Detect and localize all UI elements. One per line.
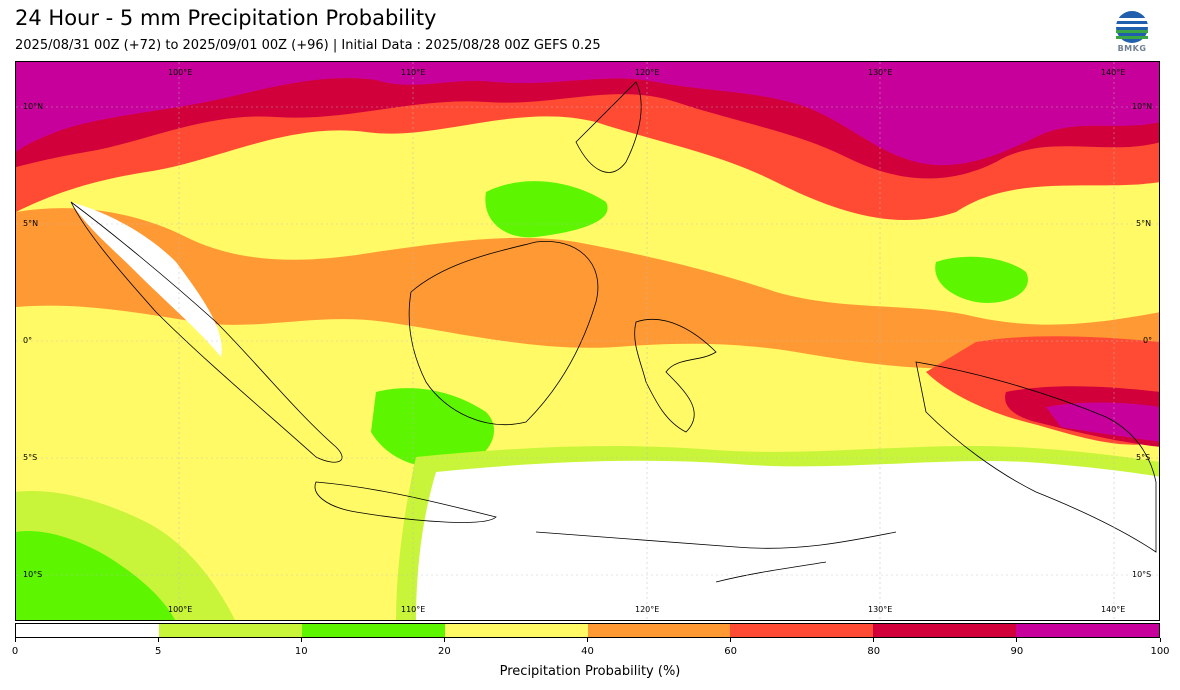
legend-segment [587,624,731,637]
lat-label-left: 10°N [23,102,44,111]
legend-tick-label: 60 [724,646,737,657]
lat-label-left: 10°S [23,570,43,579]
lat-label-right: 10°N [1132,102,1153,111]
legend-segment [16,624,159,637]
legend-tick-label: 20 [438,646,451,657]
legend-segment [158,624,302,637]
legend-tick-label: 0 [11,646,19,657]
legend-tick-mark [1159,638,1161,642]
precipitation-map: 100°E 110°E 120°E 130°E 140°E 100°E 110°… [15,61,1160,621]
legend-tick-mark [587,638,588,642]
map-title: 24 Hour - 5 mm Precipitation Probability [15,6,437,30]
legend-tick-mark [157,638,159,642]
legend-tick-mark [730,638,732,642]
legend-label: Precipitation Probability (%) [499,664,681,679]
bmkg-logo [1112,10,1152,56]
lon-label-bottom: 110°E [401,605,426,614]
legend-segment [444,624,588,637]
legend-tick-label: 80 [867,646,881,657]
lon-label-bottom: 140°E [1101,605,1126,614]
legend-segment [873,624,1017,637]
lat-label-left: 5°S [23,453,38,462]
legend-tick-mark [873,638,875,642]
globe-icon [1116,11,1148,43]
lat-label-left: 0° [23,336,33,345]
legend-tick-label: 5 [154,646,162,657]
lon-label-top: 130°E [868,68,893,77]
lat-label-right: 5°N [1136,219,1152,228]
map-canvas [16,62,1159,620]
lat-label-right: 10°S [1132,570,1152,579]
legend-segment [730,624,874,637]
lat-label-left: 5°N [23,219,39,228]
legend-tick-label: 10 [294,646,308,657]
bmkg-logo-text: BMKG [1117,44,1147,53]
lon-label-top: 110°E [401,68,426,77]
lat-label-right: 5°S [1136,453,1151,462]
legend-tick-mark [14,638,16,642]
legend-tick-label: 90 [1010,646,1024,657]
lon-label-bottom: 130°E [868,605,893,614]
legend-tick-label: 100 [1150,646,1170,657]
legend-tick-mark [300,638,302,642]
lon-label-top: 100°E [168,68,193,77]
lon-label-bottom: 100°E [168,605,193,614]
legend-tick-mark [443,638,445,642]
map-subtitle: 2025/08/31 00Z (+72) to 2025/09/01 00Z (… [15,38,601,53]
legend-colorbar [15,623,1160,638]
lon-label-top: 120°E [635,68,660,77]
legend-tick-mark [1016,638,1018,642]
lat-label-right: 0° [1143,336,1153,345]
legend-tick-label: 40 [581,646,594,657]
lon-label-bottom: 120°E [635,605,660,614]
lon-label-top: 140°E [1101,68,1126,77]
legend-segment [301,624,445,637]
legend-segment [1016,624,1159,637]
